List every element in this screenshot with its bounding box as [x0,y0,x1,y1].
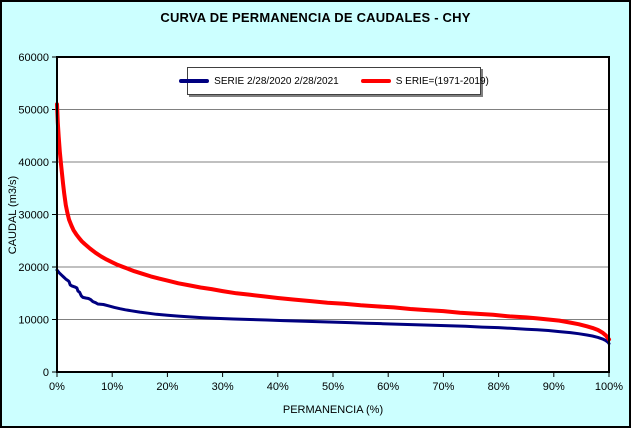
chart-title: CURVA DE PERMANENCIA DE CAUDALES - CHY [160,10,471,25]
y-tick-label: 0 [43,367,49,379]
legend-item-red: S ERIE=(1971-2019) [360,75,489,87]
x-tick-label: 40% [267,381,289,393]
x-tick-label: 50% [322,381,344,393]
legend-line-blue-icon [179,79,210,83]
x-tick-label: 60% [377,381,399,393]
y-tick-label: 30000 [18,210,49,222]
y-tick-label: 60000 [18,52,49,64]
x-tick-label: 90% [543,381,565,393]
legend-label: S ERIE=(1971-2019) [395,75,489,87]
y-tick-label: 20000 [18,262,49,274]
legend: SERIE 2/28/2020 2/28/2021 S ERIE=(1971-2… [179,67,489,95]
y-tick-label: 10000 [18,315,49,327]
x-tick-label: 10% [101,381,123,393]
x-tick-label: 20% [156,381,178,393]
y-tick-label: 50000 [18,105,49,117]
x-tick-label: 70% [432,381,454,393]
x-tick-label: 80% [488,381,510,393]
series-line-blue [55,268,611,346]
x-tick-label: 30% [212,381,234,393]
plot-border [56,56,610,373]
x-axis-title: PERMANENCIA (%) [282,404,384,416]
y-axis-title: CAUDAL (m3/s) [7,175,19,255]
y-tick-label: 40000 [18,157,49,169]
x-tick-label: 0% [49,381,65,393]
series-line-red [55,102,611,342]
x-tick-label: 100% [595,381,623,393]
legend-item-blue: SERIE 2/28/2020 2/28/2021 [179,76,339,87]
legend-label: SERIE 2/28/2020 2/28/2021 [214,75,339,87]
legend-line-red-icon [360,79,391,83]
